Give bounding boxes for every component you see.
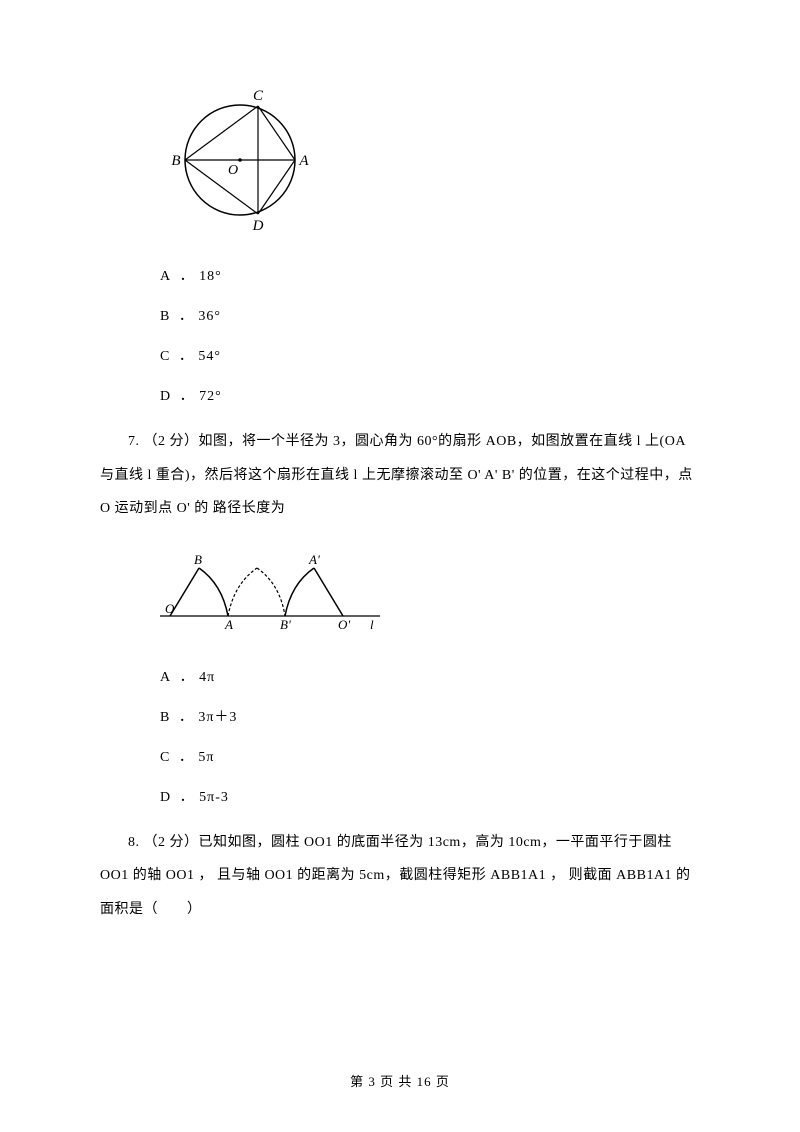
option-label: A: [160, 670, 171, 685]
option-text: 4π: [199, 670, 215, 685]
q7-option-A: A ． 4π: [160, 666, 700, 686]
label-Op: O': [338, 617, 350, 632]
option-label: C: [160, 349, 170, 364]
q7-option-D: D ． 5π-3: [160, 786, 700, 806]
page-footer: 第 3 页 共 16 页: [0, 1071, 800, 1090]
option-label: B: [160, 309, 170, 324]
footer-suffix: 页: [432, 1074, 450, 1089]
option-text: 3π＋3: [198, 710, 237, 725]
q7-figure: O B A B' A' O' l: [140, 546, 700, 646]
option-label: A: [160, 269, 171, 284]
q6-option-B: B ． 36°: [160, 305, 700, 325]
q7-text: 7. （2 分）如图，将一个半径为 3，圆心角为 60°的扇形 AOB，如图放置…: [100, 425, 700, 526]
q7-option-B: B ． 3π＋3: [160, 706, 700, 726]
label-C: C: [253, 88, 264, 104]
footer-middle: 页 共: [376, 1074, 417, 1089]
q6-option-C: C ． 54°: [160, 345, 700, 365]
q8-text: 8. （2 分）已知如图，圆柱 OO1 的底面半径为 13cm，高为 10cm，…: [100, 826, 700, 927]
option-text: 36°: [198, 309, 221, 324]
option-text: 5π-3: [199, 790, 229, 805]
label-B: B: [171, 153, 180, 169]
option-text: 54°: [198, 349, 221, 364]
option-text: 5π: [198, 750, 214, 765]
q-points: （2 分）: [144, 835, 199, 850]
option-label: D: [160, 790, 171, 805]
option-text: 18°: [199, 269, 222, 284]
q6-option-D: D ． 72°: [160, 385, 700, 405]
label-l: l: [370, 617, 374, 632]
label-A: A: [298, 153, 309, 169]
q7-option-C: C ． 5π: [160, 746, 700, 766]
label-O: O: [165, 601, 175, 616]
circle-diagram-svg: C B O A D: [140, 80, 340, 240]
label-A: A: [224, 617, 233, 632]
option-text: 72°: [199, 389, 222, 404]
q6-option-A: A ． 18°: [160, 265, 700, 285]
option-label: D: [160, 389, 171, 404]
option-label: B: [160, 710, 170, 725]
label-B: B: [194, 552, 202, 567]
rolling-sector-svg: O B A B' A' O' l: [140, 546, 400, 641]
q-number: 8.: [128, 835, 140, 850]
q-number: 7.: [128, 434, 140, 449]
label-D: D: [252, 218, 264, 234]
label-Ap: A': [308, 552, 320, 567]
label-O: O: [228, 163, 238, 178]
label-Bp: B': [280, 617, 291, 632]
footer-total: 16: [417, 1074, 432, 1089]
footer-prefix: 第: [350, 1074, 368, 1089]
q-points: （2 分）: [144, 434, 199, 449]
option-label: C: [160, 750, 170, 765]
q6-figure: C B O A D: [140, 80, 700, 245]
footer-page: 3: [368, 1074, 376, 1089]
